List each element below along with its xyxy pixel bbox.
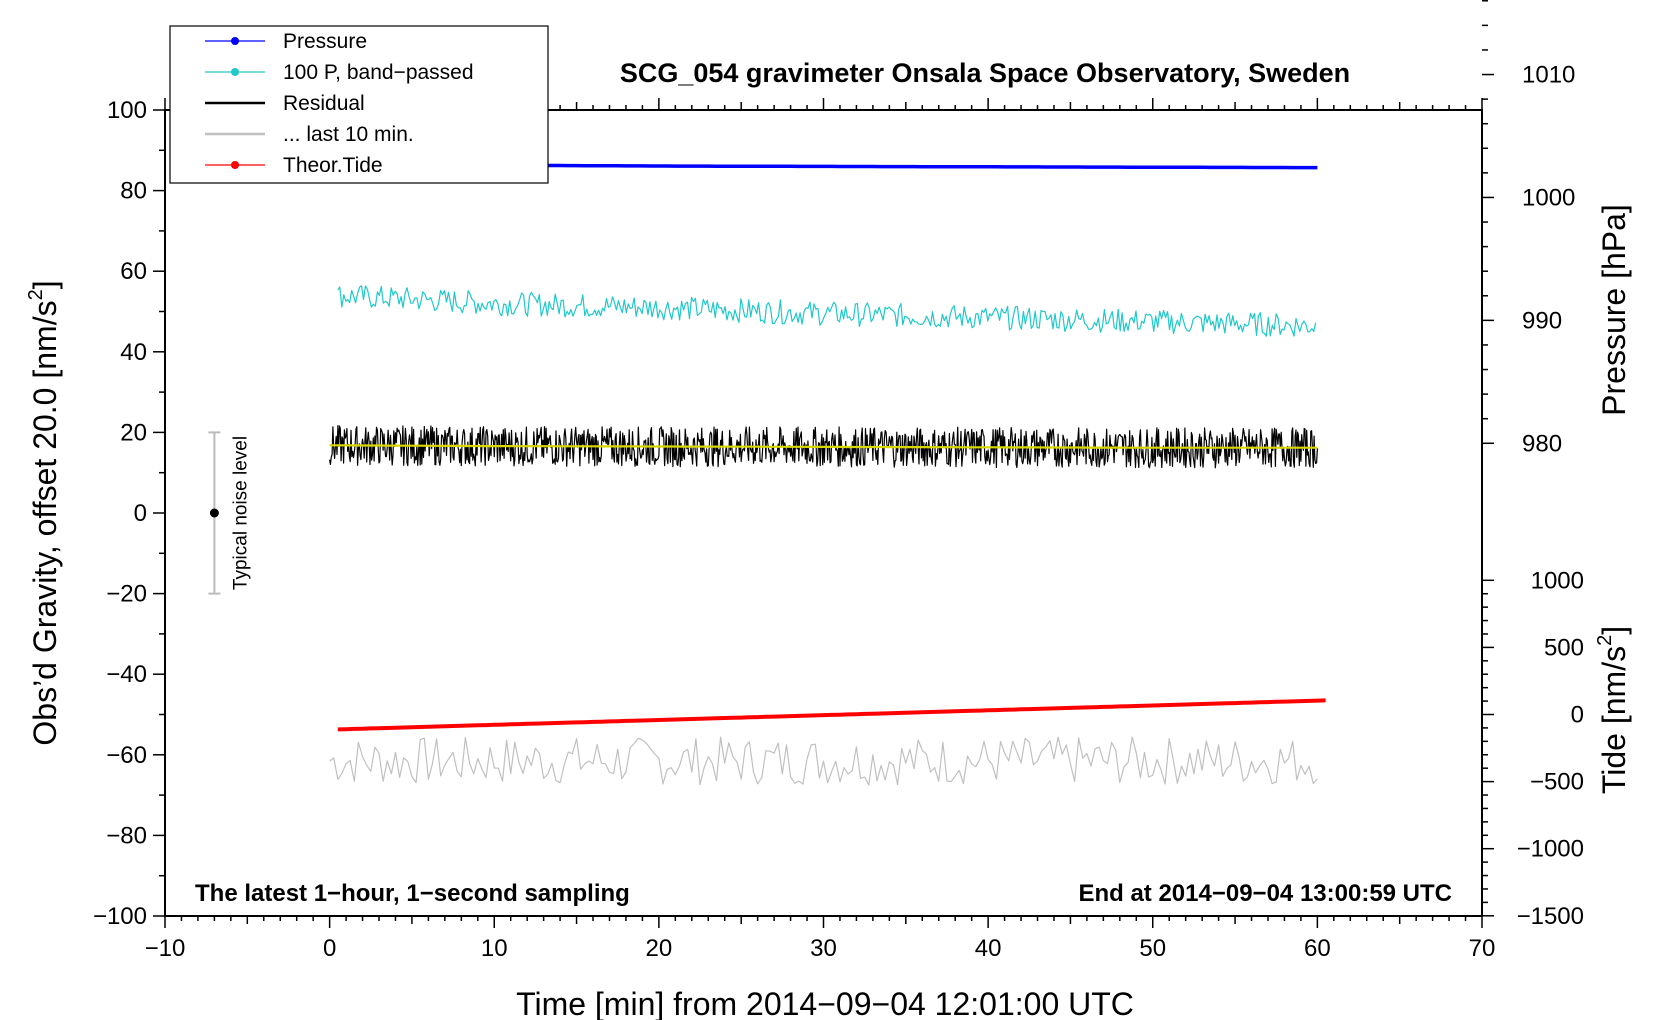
- pressure-tick-label: 990: [1522, 307, 1562, 334]
- legend-items: Pressure 100 P, band−passed Residual ... la…: [205, 30, 474, 177]
- y-tick-label: −80: [106, 822, 147, 849]
- legend-label: ... last 10 min.: [283, 123, 414, 146]
- series-group: [329, 163, 1326, 786]
- x-axis-title: Time [min] from 2014−09−04 12:01:00 UTC: [516, 986, 1134, 1020]
- y-tick-label: 80: [120, 178, 147, 205]
- noise-indicator: Typical noise level: [208, 431, 251, 595]
- tide-axis-title: Tide [nm/s2]: [1594, 626, 1632, 794]
- series-100-p-band-passed-line: [337, 285, 1317, 337]
- legend-marker: [231, 37, 239, 45]
- y-axis-title-end: ]: [27, 280, 63, 289]
- annotation-left: The latest 1−hour, 1−second sampling: [195, 880, 630, 907]
- legend-label: Residual: [283, 92, 365, 115]
- y-tick-label: 40: [120, 339, 147, 366]
- x-tick-label: −10: [145, 935, 186, 962]
- y-tick-label: 60: [120, 258, 147, 285]
- tide-tick-label: −500: [1530, 769, 1584, 796]
- y-axis-left: −100 −80 −60 −40 −20 0 20 40 60 80 100: [93, 97, 165, 930]
- y-tick-label: 20: [120, 419, 147, 446]
- y-tick-label: 100: [107, 97, 147, 124]
- pressure-tick-label: 1010: [1522, 62, 1575, 89]
- legend: Pressure 100 P, band−passed Residual ... la…: [169, 25, 549, 184]
- series-last-10-min-line: [329, 736, 1318, 786]
- series-theor-tide-line: [337, 698, 1326, 732]
- chart-title: SCG_054 gravimeter Onsala Space Observat…: [620, 58, 1350, 88]
- series-residual-line: [329, 425, 1318, 469]
- x-tick-label: 20: [646, 935, 673, 962]
- y-axis-tide: −1500 −1000 −500 0 500 1000: [1482, 567, 1584, 930]
- pressure-axis-title: Pressure [hPa]: [1596, 204, 1632, 416]
- y-axis-pressure: 9809901000101010201030: [1482, 0, 1575, 457]
- y-tick-label: −100: [93, 903, 147, 930]
- legend-label: Theor.Tide: [283, 154, 383, 177]
- tide-tick-label: −1000: [1517, 836, 1584, 863]
- noise-label: Typical noise level: [230, 436, 251, 590]
- tide-tick-label: 500: [1544, 634, 1584, 661]
- tide-tick-label: 1000: [1531, 567, 1584, 594]
- legend-label: Pressure: [283, 30, 367, 53]
- y-tick-label: −20: [106, 581, 147, 608]
- y-tick-label: −60: [106, 742, 147, 769]
- x-tick-label: 0: [323, 935, 336, 962]
- x-tick-label: 10: [481, 935, 508, 962]
- x-tick-label: 70: [1469, 935, 1496, 962]
- pressure-tick-label: 980: [1522, 430, 1562, 457]
- tide-tick-label: −1500: [1517, 903, 1584, 930]
- x-axis: −10 0 10 20 30 40 50 60 70: [145, 98, 1496, 962]
- x-tick-label: 60: [1304, 935, 1331, 962]
- noise-center-dot: [209, 508, 219, 518]
- pressure-tick-label: 1000: [1522, 184, 1575, 211]
- x-tick-label: 40: [975, 935, 1002, 962]
- annotation-right: End at 2014−09−04 13:00:59 UTC: [1078, 880, 1452, 907]
- y-tick-label: 0: [134, 500, 147, 527]
- legend-label: 100 P, band−passed: [283, 61, 474, 84]
- tide-axis-title-end: ]: [1596, 626, 1632, 635]
- y-axis-title-sup: 2: [25, 289, 47, 300]
- tide-axis-title-sup: 2: [1594, 635, 1616, 646]
- tide-tick-label: 0: [1571, 702, 1584, 729]
- y-tick-label: −40: [106, 661, 147, 688]
- y-axis-title-main: Obs’d Gravity, offset 20.0 [nm/s: [27, 300, 63, 745]
- plot-frame: [164, 109, 1483, 917]
- x-tick-label: 50: [1139, 935, 1166, 962]
- legend-marker: [231, 68, 239, 76]
- legend-box: [169, 25, 549, 184]
- legend-marker: [231, 161, 239, 169]
- tide-axis-title-main: Tide [nm/s: [1596, 646, 1632, 794]
- series-residual-smoothed-line: [329, 444, 1318, 449]
- x-tick-label: 30: [810, 935, 837, 962]
- y-axis-title: Obs’d Gravity, offset 20.0 [nm/s2]: [25, 280, 63, 745]
